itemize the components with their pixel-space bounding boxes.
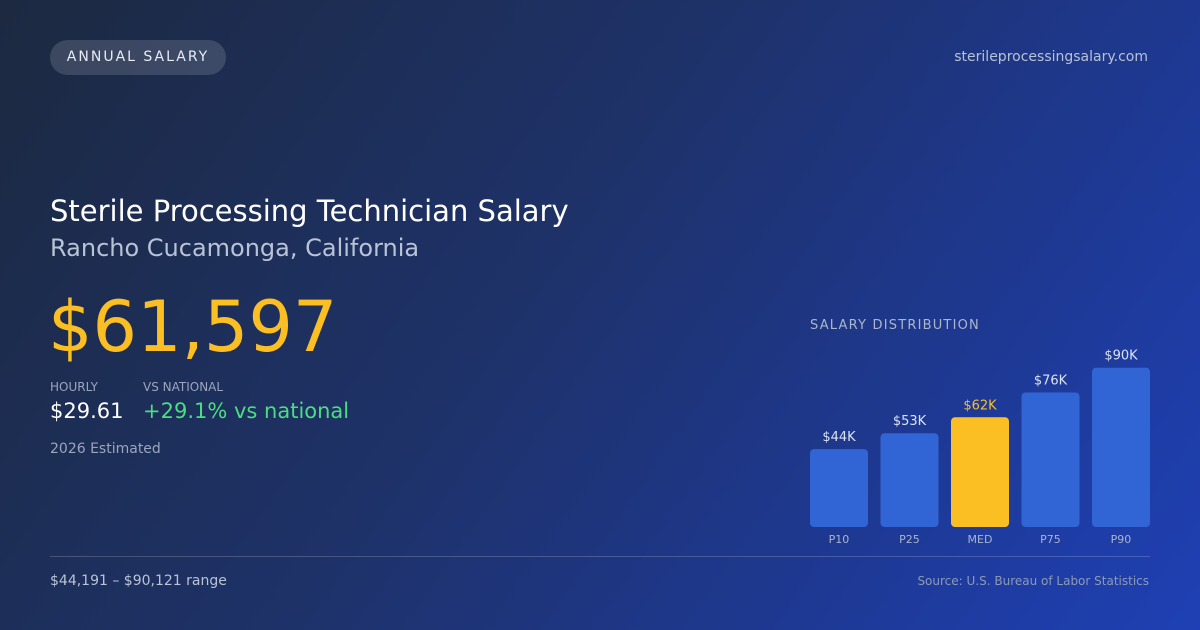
bar	[880, 433, 939, 527]
value-label: $44K	[822, 430, 856, 445]
source: Source: U.S. Bureau of Labor Statistics	[917, 574, 1149, 588]
category-label: P25	[899, 533, 920, 546]
site-url: sterileprocessingsalary.com	[954, 49, 1148, 65]
category-label: P90	[1111, 533, 1132, 546]
value-label: $76K	[1034, 373, 1068, 388]
value-label: $53K	[893, 414, 927, 429]
subtitle: Rancho Cucamonga, California	[50, 234, 420, 262]
bar	[951, 417, 1009, 527]
stat-value: $29.61	[50, 399, 124, 423]
category-label: P10	[829, 533, 850, 546]
value-label: $90K	[1104, 349, 1138, 364]
range: $44,191 – $90,121 range	[50, 573, 227, 589]
bar	[1021, 392, 1080, 527]
bar	[810, 449, 868, 527]
bar	[1092, 367, 1150, 527]
divider	[50, 556, 1150, 557]
category-label: P75	[1040, 533, 1061, 546]
note: 2026 Estimated	[50, 441, 161, 457]
stat-value: +29.1% vs national	[143, 399, 350, 423]
category-label: MED	[968, 533, 993, 546]
title: Sterile Processing Technician Salary	[50, 194, 569, 228]
stat-label: VS NATIONAL	[143, 380, 224, 394]
stat-label: HOURLY	[50, 380, 99, 394]
chart-title: SALARY DISTRIBUTION	[810, 318, 980, 333]
salary: $61,597	[48, 286, 338, 368]
value-label: $62K	[963, 398, 997, 413]
badge: ANNUAL SALARY	[50, 40, 226, 75]
